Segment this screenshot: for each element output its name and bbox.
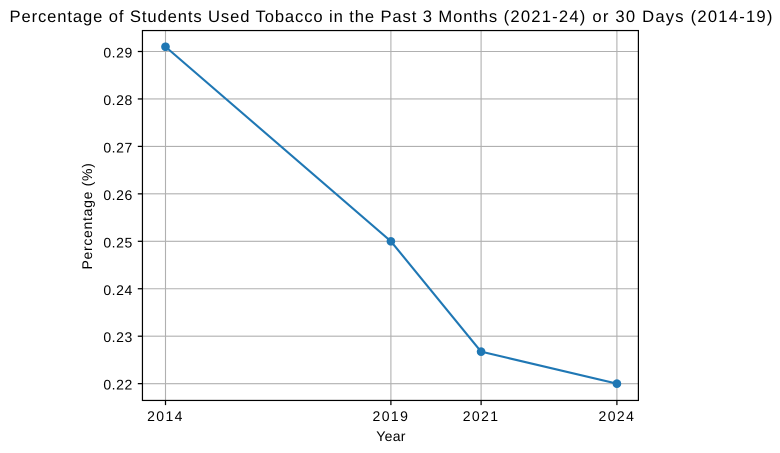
svg-text:Percentage (%): Percentage (%)	[79, 162, 95, 269]
svg-text:Percentage of Students Used To: Percentage of Students Used Tobacco in t…	[10, 7, 774, 26]
svg-text:0.29: 0.29	[103, 45, 132, 61]
svg-text:2019: 2019	[373, 408, 410, 424]
svg-text:0.27: 0.27	[103, 139, 132, 155]
svg-text:0.24: 0.24	[103, 282, 132, 298]
svg-text:2014: 2014	[147, 408, 184, 424]
svg-text:0.23: 0.23	[103, 329, 132, 345]
svg-text:2021: 2021	[463, 408, 500, 424]
svg-text:2024: 2024	[599, 408, 636, 424]
svg-text:0.26: 0.26	[103, 187, 132, 203]
svg-text:0.25: 0.25	[103, 234, 132, 250]
svg-text:Year: Year	[376, 428, 406, 444]
svg-text:0.28: 0.28	[103, 92, 132, 108]
svg-text:0.22: 0.22	[103, 377, 132, 393]
